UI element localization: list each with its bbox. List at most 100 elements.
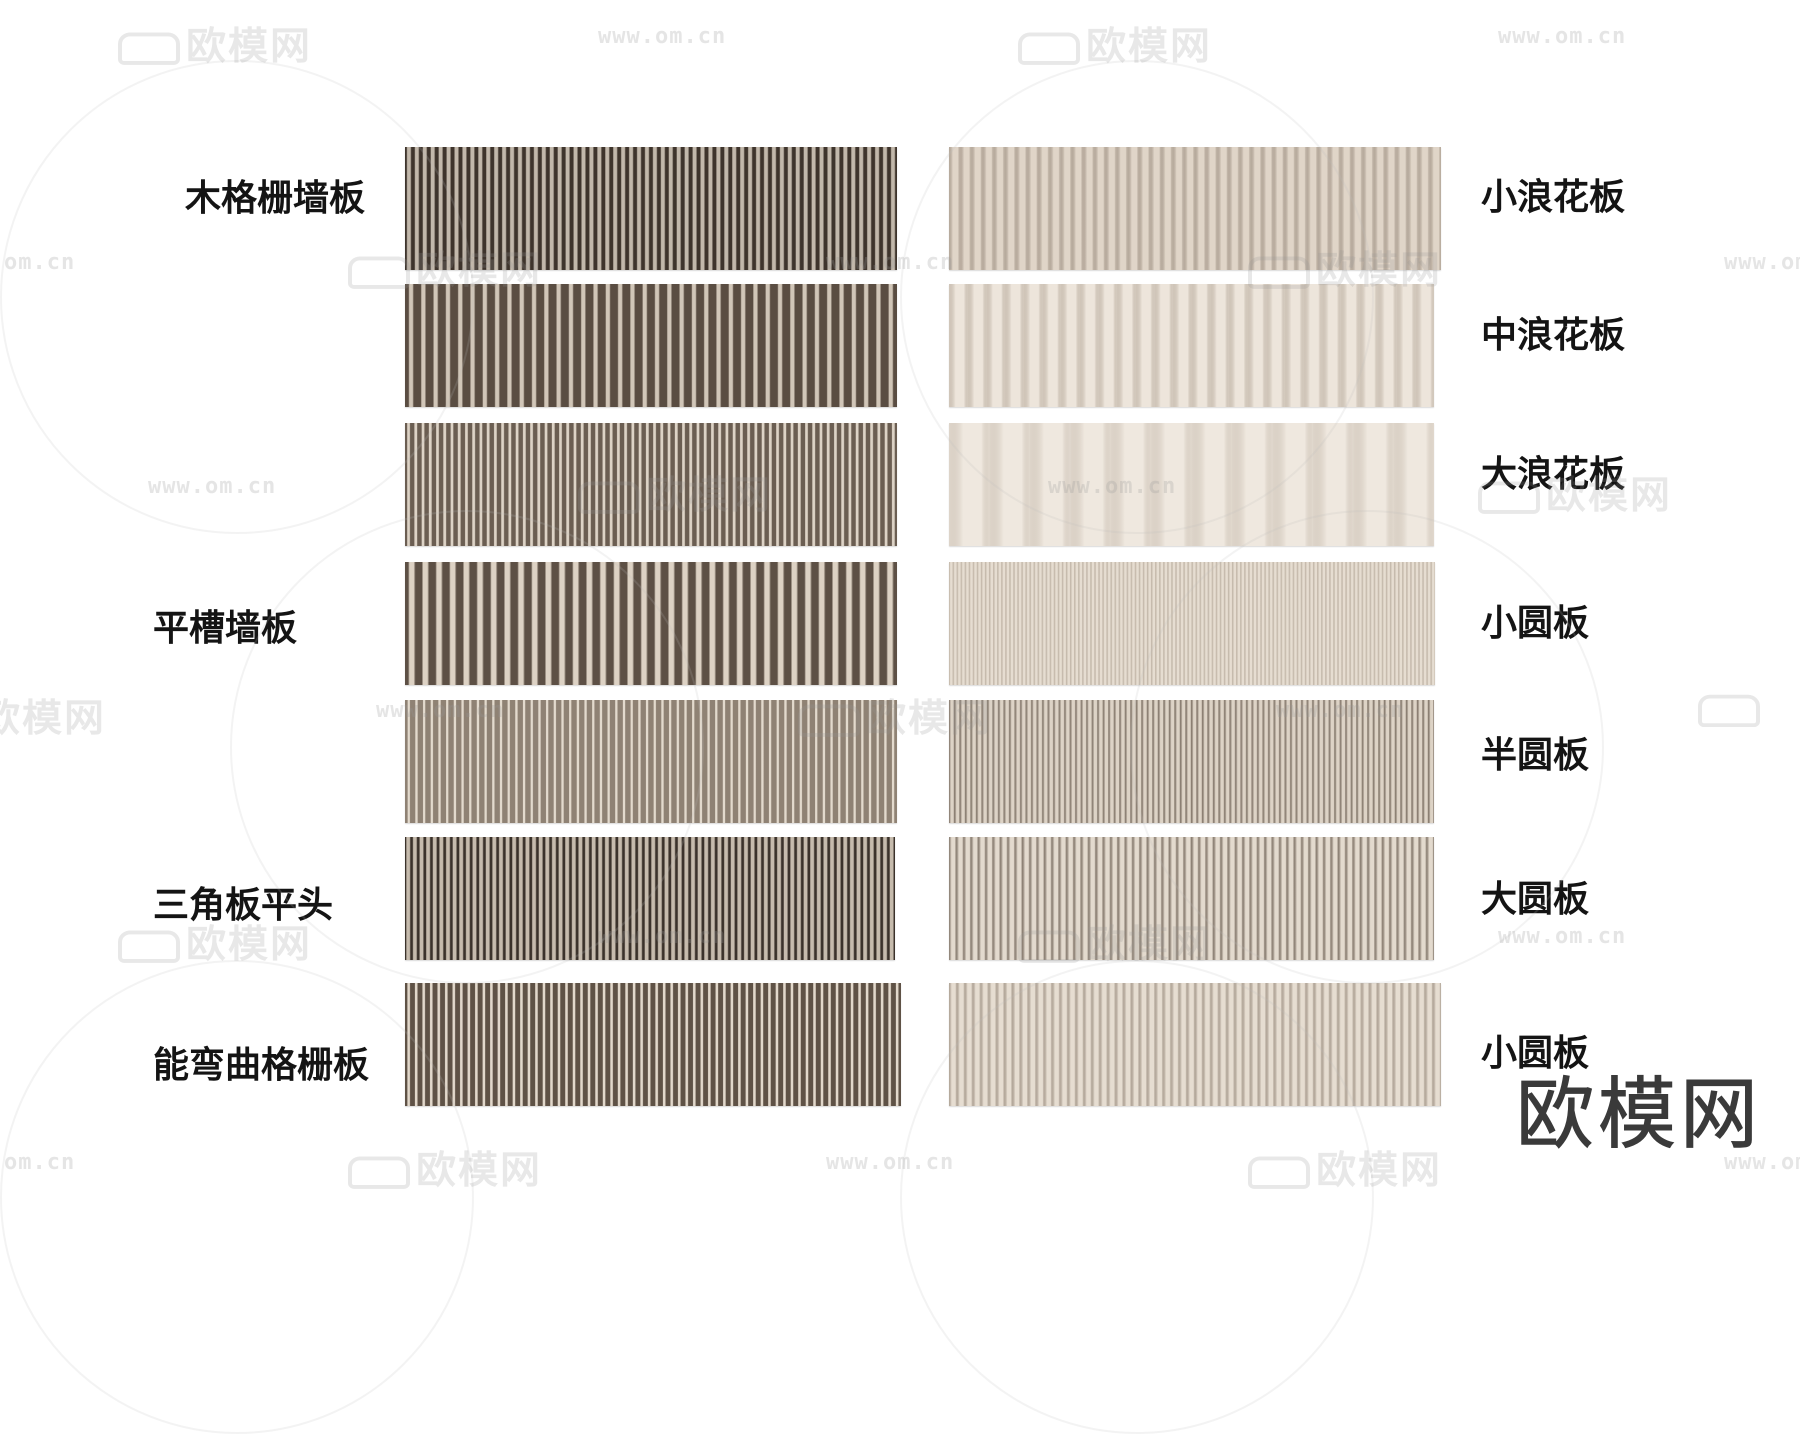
panel-stripe xyxy=(685,983,689,1106)
panel-stripe xyxy=(531,284,537,407)
panel-stripe xyxy=(1081,700,1087,823)
panel-stripe xyxy=(509,147,515,270)
panel-stripe xyxy=(1358,562,1363,685)
panel-stripe xyxy=(428,423,433,546)
panel-stripe xyxy=(1316,837,1324,960)
panel-stripe xyxy=(949,147,961,270)
panel-texture xyxy=(405,284,897,407)
panel-stripe xyxy=(1048,700,1054,823)
panel-stripe xyxy=(1378,700,1385,823)
panel-stripe xyxy=(645,423,650,546)
panel-stripe xyxy=(1210,983,1219,1106)
panel-stripe xyxy=(1318,147,1330,270)
panel-stripe xyxy=(1147,837,1155,960)
panel-stripe xyxy=(982,147,994,270)
panel-stripe xyxy=(620,147,626,270)
panel-stripe xyxy=(1228,147,1240,270)
panel-stripe xyxy=(1252,562,1257,685)
panel-stripe xyxy=(430,147,436,270)
panel-stripe xyxy=(949,700,955,823)
panel-stripe xyxy=(842,147,848,270)
panel-stripe xyxy=(973,562,978,685)
panel-stripe xyxy=(969,562,974,685)
panel-stripe xyxy=(1236,562,1241,685)
panel-stripe xyxy=(795,147,801,270)
panel-stripe xyxy=(996,983,1005,1106)
panel-stripe xyxy=(1400,700,1407,823)
watermark-url: om.cn xyxy=(4,1150,76,1175)
panel-stripe xyxy=(1154,284,1173,407)
panel-stripe xyxy=(1150,147,1162,270)
panel-stripe xyxy=(804,562,812,685)
panel-stripe xyxy=(1414,562,1419,685)
panel-stripe xyxy=(1213,700,1220,823)
panel-stripe xyxy=(446,147,452,270)
panel-texture xyxy=(405,837,895,960)
panel-stripe xyxy=(1073,837,1082,960)
panel-stripe xyxy=(1301,837,1310,960)
sofa-icon xyxy=(1248,1156,1310,1189)
panel-stripe xyxy=(628,147,634,270)
panel-stripe xyxy=(1038,147,1050,270)
panel-stripe xyxy=(1425,983,1434,1106)
panel-texture xyxy=(405,983,901,1106)
panel-stripe xyxy=(479,423,483,546)
panel-stripe xyxy=(664,837,670,960)
watermark-logo-text: 欧模网 xyxy=(186,24,312,69)
panel-stripe xyxy=(1090,562,1095,685)
label-bendable-grille-panel: 能弯曲格栅板 xyxy=(153,1045,370,1086)
panel-stripe xyxy=(625,983,629,1106)
panel-stripe xyxy=(637,837,643,960)
panel-stripe xyxy=(1384,700,1390,823)
panel-stripe xyxy=(1119,562,1124,685)
panel-stripe xyxy=(1375,837,1383,960)
panel-stripe xyxy=(469,147,476,270)
panel-stripe xyxy=(660,423,664,546)
panel-stripe xyxy=(737,700,741,823)
panel-stripe xyxy=(1313,562,1318,685)
panel-stripe xyxy=(1064,700,1071,823)
panel-stripe xyxy=(1013,562,1018,685)
panel-stripe xyxy=(662,983,666,1106)
panel-stripe xyxy=(1422,562,1427,685)
panel-stripe xyxy=(482,983,486,1106)
panel-stripe xyxy=(609,423,614,546)
panel-stripe xyxy=(511,837,517,960)
label-half-round-panel: 半圆板 xyxy=(1481,735,1590,776)
panel-stripe xyxy=(1088,837,1096,960)
panel-stripe xyxy=(978,837,986,960)
panel-stripe xyxy=(703,423,708,546)
panel-stripe xyxy=(425,837,431,960)
panel-stripe xyxy=(545,700,549,823)
panel-stripe xyxy=(647,983,651,1106)
panel-stripe xyxy=(1279,837,1288,960)
panel-stripe xyxy=(961,562,966,685)
panel-stripe xyxy=(1417,983,1426,1106)
panel-stripe xyxy=(886,562,894,685)
panel-stripe xyxy=(1247,284,1267,407)
panel-stripe xyxy=(1147,700,1153,823)
panel-stripe xyxy=(752,284,759,407)
panel-stripe xyxy=(1393,423,1434,546)
panel-stripe xyxy=(1052,983,1061,1106)
panel-stripe xyxy=(1183,147,1195,270)
panel-stripe xyxy=(763,147,769,270)
watermark-arc xyxy=(0,960,474,1434)
panel-stripe xyxy=(1323,700,1330,823)
panel-stripe xyxy=(1217,147,1229,270)
panel-stripe xyxy=(814,700,818,823)
panel-stripe xyxy=(956,983,965,1106)
panel-stripe xyxy=(616,423,621,546)
panel-stripe xyxy=(453,700,457,823)
panel-stripe xyxy=(553,700,557,823)
panel-stripe xyxy=(816,837,822,960)
label-small-round-panel: 小圆板 xyxy=(1481,603,1590,644)
panel-stripe xyxy=(783,423,787,546)
panel-stripe xyxy=(676,700,680,823)
panel-stripe xyxy=(561,700,565,823)
panel-stripe xyxy=(1175,562,1180,685)
panel-stripe xyxy=(1334,700,1341,823)
panel-stripe xyxy=(422,983,426,1106)
panel-stripe xyxy=(1169,837,1177,960)
panel-stripe xyxy=(1005,562,1010,685)
